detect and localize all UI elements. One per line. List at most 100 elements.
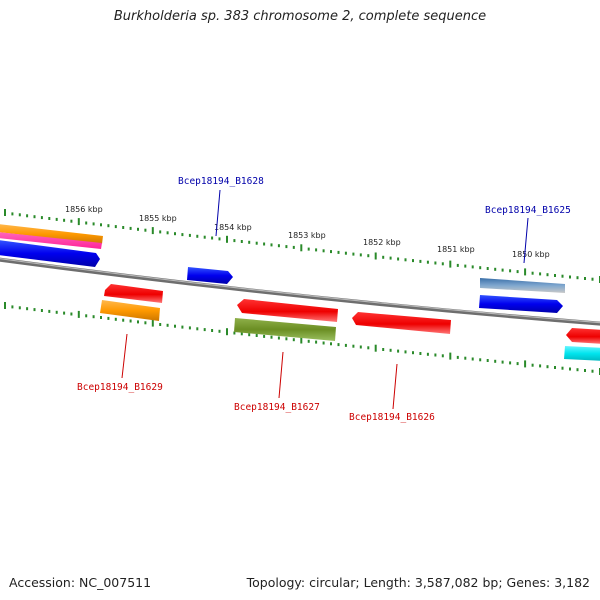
chromosome-backbone: [0, 257, 600, 326]
leader-line-b1625: [523, 217, 529, 264]
minor-tick: [546, 365, 549, 369]
major-tick: [77, 218, 80, 226]
minor-tick: [434, 261, 437, 265]
minor-tick: [486, 267, 489, 270]
minor-tick: [18, 306, 21, 310]
gene-arrow-olive[interactable]: [234, 318, 336, 341]
minor-tick: [159, 230, 162, 234]
minor-tick: [122, 318, 125, 322]
minor-tick: [48, 217, 51, 220]
minor-tick: [85, 221, 88, 225]
gene-arrow-red-edge[interactable]: [566, 328, 600, 344]
minor-tick: [166, 231, 169, 235]
minor-tick: [359, 345, 362, 349]
minor-tick: [263, 334, 266, 338]
minor-tick: [509, 269, 512, 273]
minor-tick: [479, 266, 482, 270]
gene-arrow-b1629[interactable]: [104, 284, 163, 303]
minor-tick: [337, 343, 340, 347]
gene-arrow-blue[interactable]: [0, 240, 100, 267]
minor-tick: [322, 341, 325, 345]
minor-tick: [315, 340, 318, 344]
gene-arrow-steel[interactable]: [480, 278, 565, 293]
minor-tick: [359, 253, 362, 257]
gene-label-b1625[interactable]: Bcep18194_B1625: [485, 205, 571, 216]
minor-tick: [285, 337, 288, 341]
minor-tick: [404, 258, 407, 262]
minor-tick: [412, 351, 414, 355]
minor-tick: [277, 244, 280, 248]
minor-tick: [501, 268, 504, 272]
gene-arrow-orange[interactable]: [0, 224, 103, 244]
kbp-label: 1856 kbp: [65, 205, 103, 214]
backbone-highlight: [0, 258, 600, 324]
minor-tick: [92, 315, 95, 319]
minor-tick: [546, 273, 549, 277]
minor-tick: [456, 263, 459, 267]
gene-label-b1626[interactable]: Bcep18194_B1626: [349, 412, 435, 423]
minor-tick: [307, 339, 310, 343]
minor-tick: [277, 336, 280, 340]
minor-tick: [576, 368, 579, 372]
gene-arrow-cyan[interactable]: [564, 346, 600, 361]
minor-tick: [166, 323, 169, 327]
minor-tick: [11, 212, 14, 216]
minor-tick: [63, 311, 66, 315]
minor-tick: [292, 338, 295, 342]
minor-tick: [322, 249, 325, 253]
minor-tick: [591, 277, 594, 281]
minor-tick: [174, 324, 176, 328]
minor-tick: [137, 227, 139, 231]
minor-tick: [330, 342, 332, 346]
kbp-label: 1854 kbp: [214, 223, 252, 232]
minor-tick: [344, 343, 347, 347]
minor-tick: [479, 358, 482, 362]
gene-label-b1629[interactable]: Bcep18194_B1629: [77, 382, 163, 393]
minor-tick: [464, 264, 467, 268]
minor-tick: [539, 272, 542, 276]
minor-tick: [531, 271, 534, 275]
minor-tick: [240, 240, 243, 243]
minor-tick: [397, 349, 400, 353]
gene-label-b1628[interactable]: Bcep18194_B1628: [178, 176, 264, 187]
kbp-label: 1852 kbp: [363, 238, 401, 247]
minor-tick: [426, 260, 429, 264]
minor-tick: [248, 333, 251, 337]
minor-tick: [11, 305, 14, 309]
minor-tick: [18, 213, 21, 217]
minor-tick: [144, 228, 147, 232]
major-tick: [300, 244, 303, 252]
major-tick: [449, 352, 452, 360]
minor-tick: [203, 328, 206, 332]
major-tick: [374, 252, 377, 260]
gene-arrow-orange-reverse[interactable]: [100, 300, 160, 321]
minor-tick: [471, 265, 474, 269]
minor-tick: [464, 356, 467, 360]
gene-arrow-b1628[interactable]: [187, 267, 233, 284]
minor-tick: [456, 355, 459, 359]
gene-arrow-b1627[interactable]: [237, 299, 338, 322]
minor-tick: [270, 335, 273, 339]
minor-tick: [218, 329, 221, 333]
major-tick: [226, 235, 228, 243]
minor-tick: [397, 257, 400, 261]
leader-line-b1628: [215, 189, 221, 237]
major-tick: [4, 209, 6, 216]
major-tick: [300, 336, 303, 344]
gene-arrow-b1626[interactable]: [352, 312, 451, 334]
map-title: Burkholderia sp. 383 chromosome 2, compl…: [113, 9, 487, 24]
gene-label-b1627[interactable]: Bcep18194_B1627: [234, 402, 320, 413]
minor-tick: [307, 247, 310, 251]
gene-arrow-magenta[interactable]: [0, 232, 102, 249]
minor-tick: [100, 316, 102, 319]
minor-tick: [576, 276, 579, 280]
minor-tick: [501, 360, 504, 364]
topology-text: Topology: circular; Length: 3,587,082 bp…: [246, 575, 590, 590]
gene-arrow-b1625[interactable]: [479, 295, 563, 313]
minor-tick: [114, 317, 117, 321]
minor-tick: [248, 240, 251, 244]
minor-tick: [188, 326, 191, 330]
minor-tick: [233, 239, 236, 243]
minor-tick: [389, 256, 392, 260]
minor-tick: [196, 327, 199, 331]
